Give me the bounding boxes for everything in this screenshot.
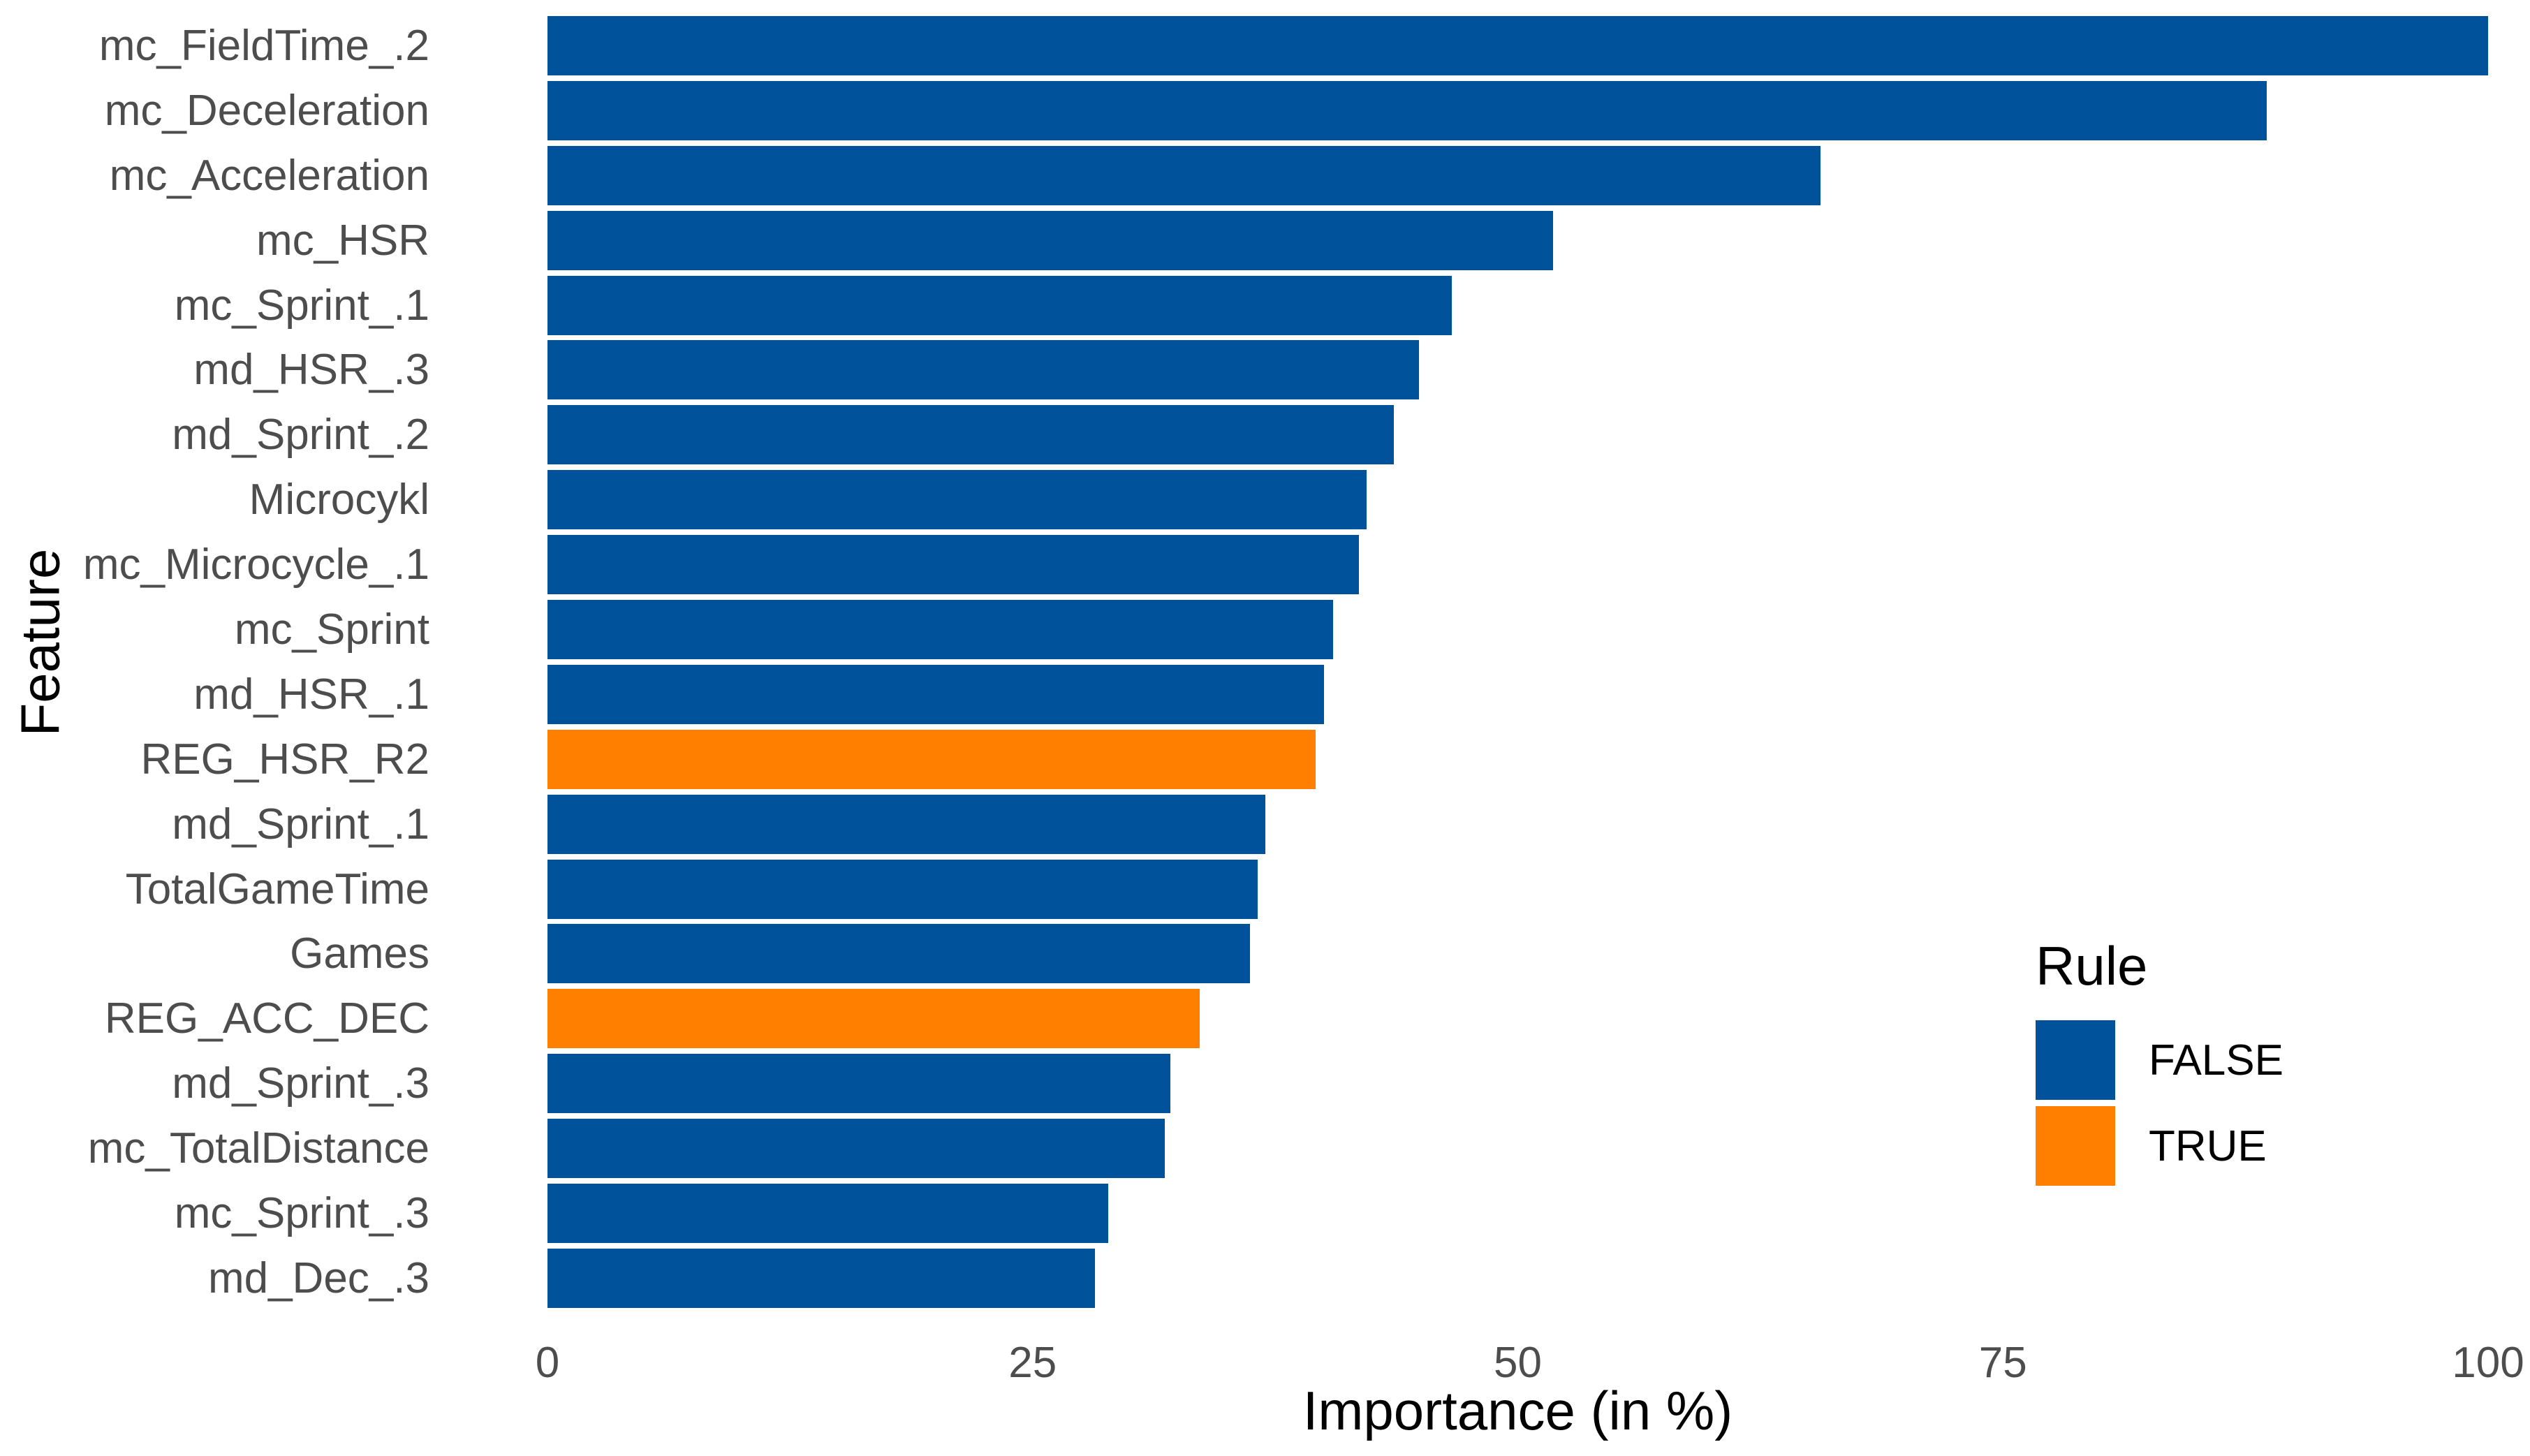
- bar: [547, 1183, 1109, 1243]
- chart-row: md_HSR_.3: [0, 337, 2530, 402]
- chart-row: mc_Sprint_.3: [0, 1181, 2530, 1246]
- chart-row: md_HSR_.1: [0, 662, 2530, 727]
- y-tick-label: md_Sprint_.3: [172, 1059, 429, 1108]
- x-tick-label: 50: [1494, 1339, 1542, 1387]
- bar-track: [547, 145, 2488, 205]
- bar-track: [547, 1248, 2488, 1308]
- x-axis-title: Importance (in %): [1302, 1380, 1733, 1441]
- bar: [547, 15, 2488, 75]
- legend-label: FALSE: [2149, 1036, 2283, 1084]
- x-tick-label: 25: [1008, 1339, 1057, 1387]
- chart-row: md_Sprint_.2: [0, 402, 2530, 467]
- bar-track: [547, 1183, 2488, 1243]
- chart-row: mc_Microcycle_.1: [0, 532, 2530, 597]
- bar: [547, 145, 1821, 205]
- chart-row: Microcykl: [0, 467, 2530, 532]
- y-tick-label: mc_Sprint: [234, 605, 429, 654]
- y-tick-label: md_HSR_.1: [193, 670, 429, 719]
- x-tick-label: 100: [2452, 1339, 2524, 1387]
- plot-area: mc_FieldTime_.2 mc_Deceleration mc_Acceler…: [0, 13, 2530, 1311]
- legend-title: Rule: [2036, 935, 2148, 997]
- bar-track: [547, 664, 2488, 724]
- bar-track: [547, 470, 2488, 530]
- y-tick-label: mc_HSR: [256, 216, 429, 265]
- chart-row: mc_HSR: [0, 208, 2530, 273]
- y-tick-label: mc_FieldTime_.2: [98, 21, 429, 70]
- y-tick-label: mc_Sprint_.1: [174, 281, 429, 330]
- y-tick-label: Games: [290, 929, 429, 978]
- x-tick-label: 75: [1978, 1339, 2027, 1387]
- bar-track: [547, 405, 2488, 465]
- bar-track: [547, 80, 2488, 140]
- bar: [547, 794, 1266, 854]
- chart-row: md_Sprint_.1: [0, 792, 2530, 857]
- bar-track: [547, 1119, 2488, 1179]
- bar: [547, 664, 1324, 724]
- chart-row: mc_Acceleration: [0, 143, 2530, 208]
- bar: [547, 859, 1258, 919]
- y-tick-label: REG_HSR_R2: [140, 735, 429, 784]
- bar: [547, 470, 1367, 530]
- legend: Rule FALSE TRUE: [2036, 934, 2283, 1192]
- y-tick-label: TotalGameTime: [125, 865, 429, 913]
- bar: [547, 1248, 1095, 1308]
- bar: [547, 340, 1419, 400]
- y-tick-label: md_Sprint_.1: [172, 800, 429, 848]
- legend-item: FALSE: [2036, 1020, 2283, 1100]
- bar: [547, 599, 1334, 659]
- chart-row: md_Dec_.3: [0, 1246, 2530, 1311]
- y-tick-label: Microcykl: [249, 476, 429, 524]
- chart-row: md_Sprint_.3: [0, 1051, 2530, 1116]
- bar-track: [547, 275, 2488, 335]
- y-tick-label: mc_Acceleration: [109, 151, 429, 200]
- bar-track: [547, 15, 2488, 75]
- bar-track: [547, 210, 2488, 270]
- x-axis-ticks: 0 25 50 75 100: [0, 1338, 2530, 1387]
- y-tick-label: md_Dec_.3: [207, 1253, 429, 1302]
- bar-track: [547, 859, 2488, 919]
- chart-row: mc_Sprint_.1: [0, 273, 2530, 338]
- bar: [547, 405, 1394, 465]
- bar-track: [547, 340, 2488, 400]
- x-tick-label: 0: [535, 1339, 560, 1387]
- bar-track: [547, 599, 2488, 659]
- bar-track: [547, 535, 2488, 595]
- legend-items: FALSE TRUE: [2036, 1020, 2283, 1186]
- bar: [547, 924, 1250, 984]
- bar: [547, 210, 1553, 270]
- bar: [547, 1054, 1171, 1114]
- bar: [547, 729, 1316, 789]
- y-tick-label: md_HSR_.3: [193, 346, 429, 395]
- y-tick-label: mc_Deceleration: [104, 86, 429, 135]
- chart-row: TotalGameTime: [0, 857, 2530, 922]
- y-tick-label: mc_Microcycle_.1: [82, 541, 429, 589]
- chart-row: REG_ACC_DEC: [0, 986, 2530, 1051]
- y-tick-label: md_Sprint_.2: [172, 411, 429, 459]
- chart-row: Games: [0, 921, 2530, 986]
- bar: [547, 535, 1359, 595]
- chart-row: mc_Sprint: [0, 597, 2530, 662]
- bar-track: [547, 729, 2488, 789]
- y-tick-label: mc_Sprint_.3: [174, 1189, 429, 1237]
- bar-track: [547, 1054, 2488, 1114]
- bar-track: [547, 794, 2488, 854]
- bar-track: [547, 924, 2488, 984]
- legend-label: TRUE: [2149, 1122, 2267, 1170]
- chart-row: mc_TotalDistance: [0, 1116, 2530, 1181]
- legend-item: TRUE: [2036, 1106, 2283, 1186]
- bar-track: [547, 989, 2488, 1049]
- chart-row: mc_FieldTime_.2: [0, 13, 2530, 78]
- bar: [547, 989, 1200, 1049]
- y-tick-label: REG_ACC_DEC: [104, 994, 429, 1043]
- bar: [547, 80, 2267, 140]
- chart-row: mc_Deceleration: [0, 78, 2530, 143]
- bar: [547, 1119, 1165, 1179]
- legend-swatch: [2036, 1106, 2115, 1186]
- chart-row: REG_HSR_R2: [0, 727, 2530, 792]
- legend-swatch: [2036, 1020, 2115, 1100]
- y-tick-label: mc_TotalDistance: [87, 1124, 429, 1173]
- bar: [547, 275, 1452, 335]
